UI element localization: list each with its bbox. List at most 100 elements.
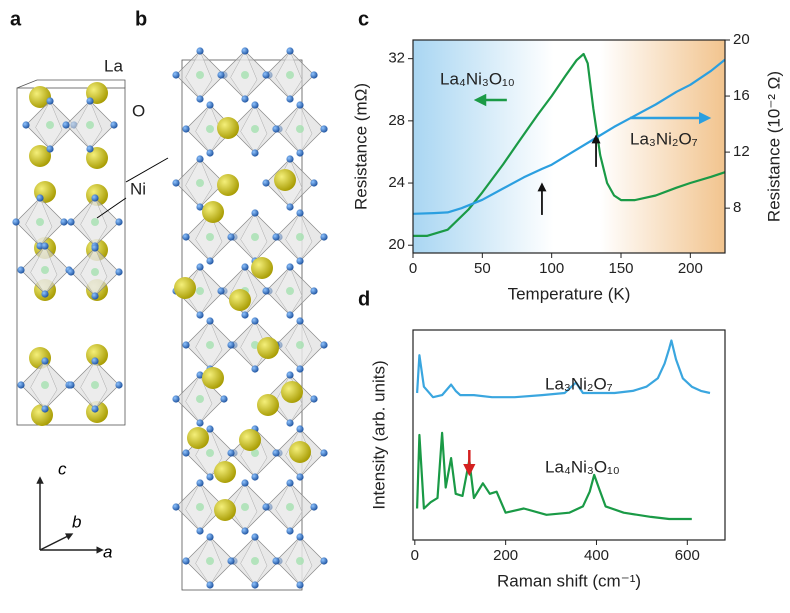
o-atom [206, 425, 214, 433]
o-atom [286, 419, 294, 427]
o-atom [182, 125, 190, 133]
o-atom [220, 395, 228, 403]
plot-background [413, 40, 725, 253]
o-atom [272, 557, 280, 565]
la-atom [202, 367, 224, 389]
ni-atom [196, 287, 204, 295]
o-atom [286, 527, 294, 535]
o-atom [286, 203, 294, 211]
atom-label: Ni [130, 179, 146, 198]
la-atom [86, 401, 108, 423]
o-atom [251, 365, 259, 373]
o-atom [172, 71, 180, 79]
ni-atom [196, 71, 204, 79]
ni-atom [296, 233, 304, 241]
o-atom [296, 101, 304, 109]
o-atom [262, 503, 270, 511]
o-atom [296, 473, 304, 481]
o-atom [272, 449, 280, 457]
la-atom [86, 147, 108, 169]
o-atom [296, 257, 304, 265]
ni-atom [91, 381, 99, 389]
x-axis-title: Temperature (K) [508, 284, 631, 303]
o-atom [182, 341, 190, 349]
o-atom [46, 145, 54, 153]
o-atom [320, 449, 328, 457]
o-atom [286, 311, 294, 319]
o-atom [196, 479, 204, 487]
ni-atom [196, 503, 204, 511]
o-atom [272, 125, 280, 133]
series-line [413, 52, 726, 237]
atom-label: O [132, 101, 145, 120]
o-atom [36, 194, 44, 202]
x-tick-label: 50 [474, 260, 491, 277]
o-atom [41, 357, 49, 365]
o-atom [67, 218, 75, 226]
la-atom [257, 337, 279, 359]
o-atom [241, 95, 249, 103]
o-atom [46, 97, 54, 105]
panel-label: b [135, 8, 147, 30]
o-atom [296, 533, 304, 541]
o-atom [196, 527, 204, 535]
o-atom [206, 581, 214, 589]
o-atom [86, 97, 94, 105]
axis-label: c [58, 459, 67, 478]
o-atom [91, 357, 99, 365]
o-atom [251, 533, 259, 541]
o-atom [196, 47, 204, 55]
o-atom [262, 287, 270, 295]
la-atom [217, 117, 239, 139]
o-atom [206, 101, 214, 109]
o-atom [320, 557, 328, 565]
o-atom [286, 263, 294, 271]
ni-atom [41, 381, 49, 389]
ni-atom [286, 71, 294, 79]
ni-atom [251, 557, 259, 565]
panel-label: c [358, 8, 369, 30]
o-atom [41, 290, 49, 298]
ni-atom [196, 179, 204, 187]
ni-atom [36, 218, 44, 226]
o-atom [41, 405, 49, 413]
ni-atom [286, 503, 294, 511]
ni-atom [91, 268, 99, 276]
ni-atom [46, 121, 54, 129]
o-atom [310, 395, 318, 403]
ni-atom [241, 503, 249, 511]
o-atom [251, 209, 259, 217]
la-atom [274, 169, 296, 191]
o-atom [22, 121, 30, 129]
o-atom [62, 121, 70, 129]
x-tick-label: 400 [584, 547, 609, 564]
la-atom [239, 429, 261, 451]
o-atom [172, 179, 180, 187]
la-atom [229, 289, 251, 311]
o-atom [241, 47, 249, 55]
pointer [96, 197, 127, 219]
ni-atom [206, 233, 214, 241]
o-atom [217, 71, 225, 79]
y-tick-label: 24 [388, 174, 405, 191]
o-atom [206, 257, 214, 265]
o-atom [320, 125, 328, 133]
o-atom [251, 101, 259, 109]
o-atom [91, 292, 99, 300]
la-atom [86, 184, 108, 206]
o-atom [262, 71, 270, 79]
o-atom [227, 233, 235, 241]
o-atom [196, 155, 204, 163]
o-atom [251, 473, 259, 481]
x-tick-label: 0 [409, 260, 417, 277]
o-atom [241, 479, 249, 487]
o-atom [91, 244, 99, 252]
y-axis-title: Intensity (arb. units) [369, 360, 388, 509]
o-atom [296, 209, 304, 217]
ni-atom [251, 341, 259, 349]
o-atom [320, 341, 328, 349]
o-atom [12, 218, 20, 226]
x-tick-label: 150 [608, 260, 633, 277]
la-atom [174, 277, 196, 299]
y-tick-label: 20 [388, 236, 405, 253]
